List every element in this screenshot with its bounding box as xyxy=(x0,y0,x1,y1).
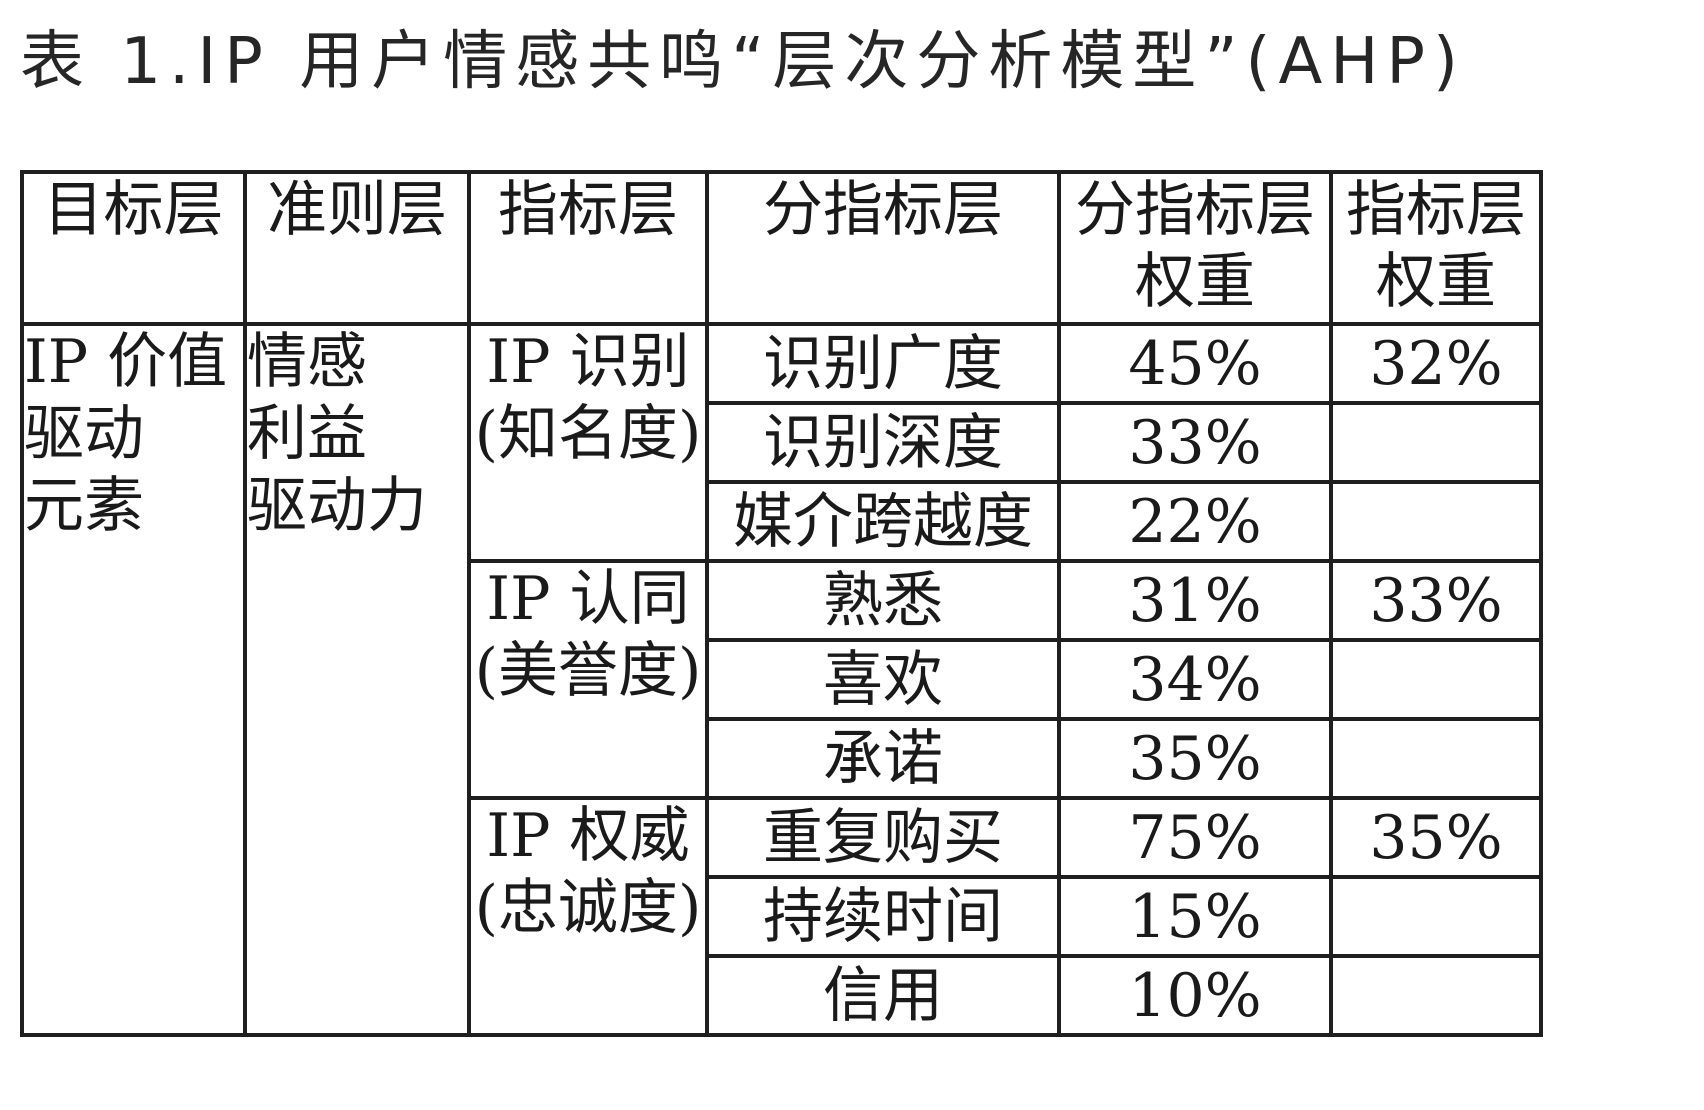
indicator-weight-cell: 35% xyxy=(1329,796,1543,879)
header-criterion-layer: 准则层 xyxy=(243,170,471,326)
sub-indicator-cell: 熟悉 xyxy=(705,559,1061,642)
table-row: IP 权威 (忠诚度) 重复购买 75% 35% xyxy=(22,796,1543,1037)
empty-weight-cell xyxy=(1329,875,1543,958)
header-indicator-layer: 指标层 xyxy=(467,170,709,326)
header-row: 目标层 准则层 指标层 分指标层 分指标层 权重 指标层 权重 xyxy=(20,170,1543,326)
sub-indicator-weight-cell: 33% xyxy=(1057,401,1333,484)
sub-indicator-weight-cell: 22% xyxy=(1057,480,1333,563)
goal-cell: IP 价值 驱动 元素 xyxy=(20,322,247,1037)
indicator-cell: IP 权威 (忠诚度) xyxy=(467,796,709,1037)
empty-weight-cell xyxy=(1329,717,1543,800)
table-row: 承诺 35% xyxy=(22,717,1543,800)
header-sub-indicator-weight: 分指标层 权重 xyxy=(1057,170,1333,326)
table-row: IP 价值 驱动 元素 情感 利益 驱动力 IP 识别 (知名度) 识别广度 4… xyxy=(20,322,1543,1037)
sub-indicator-cell: 信用 xyxy=(705,954,1061,1037)
table-row: 信用 10% xyxy=(22,954,1543,1037)
empty-weight-cell xyxy=(1329,638,1543,721)
table-row: 媒介跨越度 22% xyxy=(22,480,1543,563)
sub-indicator-weight-cell: 31% xyxy=(1057,559,1333,642)
table-row: 持续时间 15% xyxy=(22,875,1543,958)
sub-indicator-cell: 识别广度 xyxy=(705,322,1061,405)
indicator-cell: IP 认同 (美誉度) xyxy=(467,559,709,800)
table-caption: 表 1.IP 用户情感共鸣“层次分析模型”(AHP) xyxy=(20,25,1466,99)
header-indicator-weight: 指标层 权重 xyxy=(1329,170,1543,326)
sub-indicator-weight-cell: 75% xyxy=(1057,796,1333,879)
empty-weight-cell xyxy=(1329,480,1543,563)
ahp-table: 目标层 准则层 指标层 分指标层 分指标层 权重 指标层 权重 xyxy=(20,170,1543,1037)
header-sub-indicator-layer: 分指标层 xyxy=(705,170,1061,326)
table-row: 识别深度 33% xyxy=(22,401,1543,484)
sub-indicator-cell: 喜欢 xyxy=(705,638,1061,721)
sub-indicator-cell: 重复购买 xyxy=(705,796,1061,879)
empty-weight-cell xyxy=(1329,954,1543,1037)
sub-indicator-weight-cell: 45% xyxy=(1057,322,1333,405)
sub-indicator-cell: 承诺 xyxy=(705,717,1061,800)
table-row: 喜欢 34% xyxy=(22,638,1543,721)
sub-indicator-weight-cell: 10% xyxy=(1057,954,1333,1037)
indicator-weight-cell: 33% xyxy=(1329,559,1543,642)
indicator-weight-cell: 32% xyxy=(1329,322,1543,405)
sub-indicator-cell: 媒介跨越度 xyxy=(705,480,1061,563)
empty-weight-cell xyxy=(1329,401,1543,484)
criterion-cell: 情感 利益 驱动力 xyxy=(243,322,471,1037)
sub-indicator-cell: 识别深度 xyxy=(705,401,1061,484)
sub-indicator-cell: 持续时间 xyxy=(705,875,1061,958)
header-goal-layer: 目标层 xyxy=(20,170,247,326)
table-row: IP 认同 (美誉度) 熟悉 31% 33% xyxy=(22,559,1543,800)
sub-indicator-weight-cell: 34% xyxy=(1057,638,1333,721)
sub-indicator-weight-cell: 35% xyxy=(1057,717,1333,800)
indicator-cell: IP 识别 (知名度) xyxy=(467,322,709,563)
sub-indicator-weight-cell: 15% xyxy=(1057,875,1333,958)
